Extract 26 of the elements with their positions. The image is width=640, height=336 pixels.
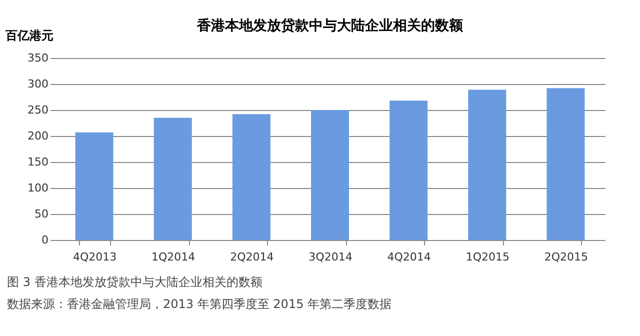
bar [468, 90, 506, 240]
y-tick-label: 350 [28, 52, 48, 64]
y-tick-label: 0 [42, 234, 48, 246]
y-tick-label: 100 [28, 182, 48, 194]
chart-title: 香港本地发放贷款中与大陆企业相关的数额 [196, 17, 464, 34]
caption: 图 3 香港本地发放贷款中与大陆企业相关的数额 [7, 275, 262, 289]
y-tick-label: 50 [34, 208, 48, 220]
bar [311, 110, 349, 240]
y-tick-label: 200 [28, 130, 48, 142]
bar [390, 100, 428, 240]
y-tick-label: 250 [28, 104, 48, 116]
bar [546, 88, 585, 240]
bar [75, 132, 114, 240]
bar [232, 114, 270, 240]
y-tick-label: 300 [28, 78, 48, 90]
x-tick-label: 2Q2014 [230, 250, 274, 264]
x-tick-label: 1Q2015 [466, 250, 510, 264]
bar [154, 118, 192, 240]
y-axis-title: 百亿港元 [4, 28, 54, 42]
y-tick-label: 150 [28, 156, 48, 168]
x-tick-label: 4Q2014 [387, 250, 431, 264]
x-tick-label: 1Q2014 [152, 250, 196, 264]
source-note: 数据来源：香港金融管理局，2013 年第四季度至 2015 年第二季度数据 [7, 297, 392, 311]
x-tick-label: 4Q2013 [72, 250, 117, 264]
x-tick-label: 2Q2015 [544, 250, 588, 264]
x-tick-label: 3Q2014 [308, 250, 352, 264]
